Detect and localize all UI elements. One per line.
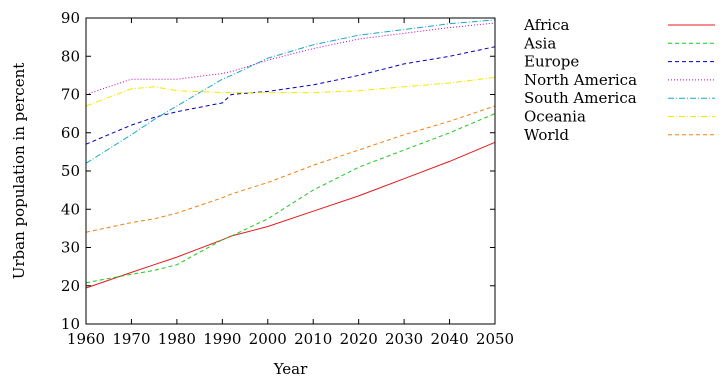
series-line-world [85,105,496,233]
y-tick-label: 50 [61,162,80,180]
x-tick-label: 2040 [430,330,468,348]
legend-label: Africa [523,16,569,34]
series-layer [85,19,496,289]
y-axis-label: Urban population in percent [10,63,28,280]
y-tick-label: 20 [61,277,80,295]
series-line-europe [85,46,496,145]
y-tick-label: 40 [61,200,80,218]
series-line-south-america [85,19,496,164]
y-tick-label: 90 [61,9,80,27]
x-tick-label: 1980 [158,330,196,348]
x-tick-label: 1990 [203,330,241,348]
x-axis-label: Year [273,360,308,378]
series-line-africa [85,141,496,289]
plot-frame [85,17,496,325]
y-tick-label: 70 [61,86,80,104]
legend-label: Europe [524,53,579,71]
x-tick-label: 2010 [294,330,332,348]
x-tick-label: 2050 [476,330,514,348]
x-tick-label: 1960 [67,330,105,348]
series-line-oceania [85,76,496,107]
x-tick-label: 2020 [340,330,378,348]
x-tick-label: 2030 [385,330,423,348]
legend-label: World [524,126,569,144]
y-tick-label: 30 [61,239,80,257]
axis-labels: Year Urban population in percent [10,63,308,378]
series-line-asia [85,113,496,284]
y-tick-label: 10 [61,315,80,333]
series-line-north-america [85,22,496,95]
legend-label: Oceania [524,108,586,126]
x-tick-label: 2000 [249,330,287,348]
legend-label: South America [524,89,637,107]
ticks-layer: 1960 1970 1980 1990 2000 2010 2020 2030 2040 2050… [61,9,514,348]
x-tick-label: 1970 [112,330,150,348]
y-tick-label: 60 [61,124,80,142]
y-tick-label: 80 [61,47,80,65]
legend-label: North America [524,71,637,89]
legend-label: Asia [523,34,556,52]
